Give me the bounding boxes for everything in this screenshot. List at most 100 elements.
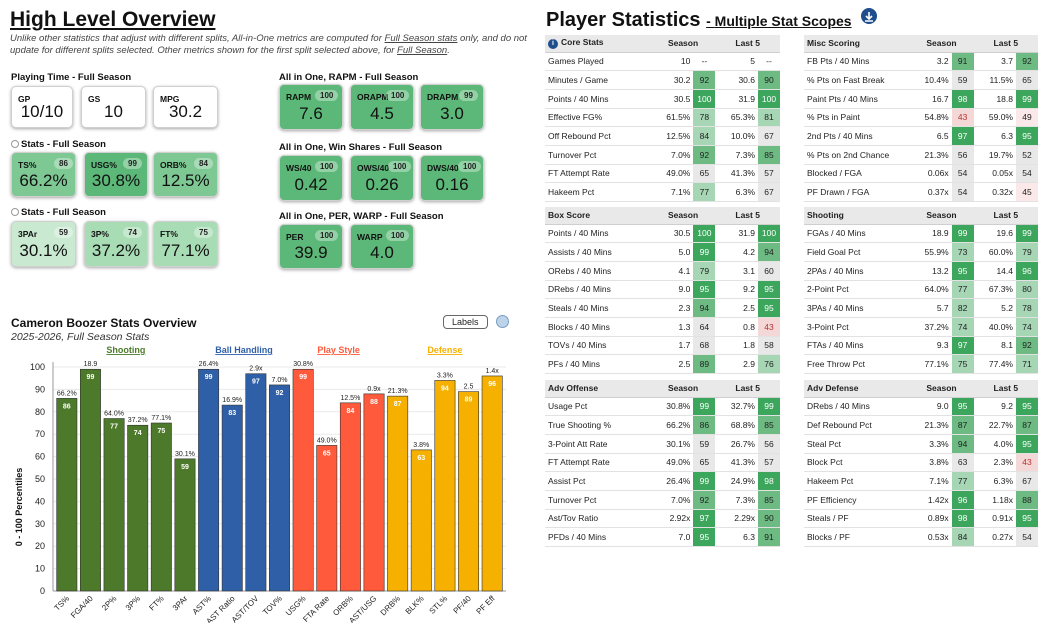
stat-name: Paint Pts / 40 Mins (804, 89, 910, 109)
table-header-label: Adv Defense (807, 383, 859, 394)
last5-value: 31.9 (715, 224, 758, 244)
last5-percentile: -- (758, 52, 780, 72)
stats-table-adv-defense: Adv Defense Season Last 5 DRebs / 40 Mins 9.… (804, 380, 1038, 547)
table-header: Adv Defense (804, 380, 910, 398)
stat-name: Points / 40 Mins (545, 89, 651, 109)
note-link-full-season[interactable]: Full Season (397, 45, 448, 56)
season-percentile: 95 (951, 397, 974, 417)
card-value: 7.6 (299, 104, 323, 123)
stat-name: PFDs / 40 Mins (545, 527, 651, 547)
y-tick-label: 40 (35, 496, 45, 506)
bar-value-label: 86 (63, 403, 71, 410)
last5-percentile: 79 (1016, 242, 1038, 262)
per-card: PER 100 39.9 (279, 224, 343, 269)
bar-raw-label: 3.3% (437, 372, 453, 379)
stat-name: DRebs / 40 Mins (804, 397, 910, 417)
season-value: 9.0 (909, 397, 952, 417)
card-value: 0.16 (435, 175, 469, 194)
last5-value: 6.3% (973, 471, 1016, 491)
last5-col-header: Last 5 (715, 35, 780, 53)
toggle-radio-icon[interactable] (11, 140, 19, 148)
stat-name: % Pts on Fast Break (804, 70, 910, 90)
card-value: 4.0 (370, 243, 394, 262)
last5-value: 31.9 (715, 89, 758, 109)
last5-percentile: 81 (758, 108, 780, 128)
season-col-header: Season (650, 35, 716, 53)
table-row: Effective FG% 61.5% 78 65.3% 81 (545, 108, 780, 128)
download-icon[interactable] (861, 8, 878, 24)
last5-percentile: 78 (1016, 298, 1038, 318)
note-link-full-season-stats[interactable]: Full Season stats (384, 33, 458, 44)
group-label: Play Style (317, 345, 360, 355)
labels-toggle[interactable] (496, 315, 509, 328)
season-value: 7.0% (650, 145, 694, 165)
season-percentile: 64 (693, 317, 716, 337)
card-value: 10/10 (20, 102, 64, 121)
bar-raw-label: 30.1% (175, 451, 195, 458)
last5-percentile: 52 (1016, 145, 1038, 165)
playing-time-heading: Playing Time - Full Season (11, 72, 132, 83)
season-value: 49.0% (650, 164, 694, 184)
card-label: MPG (160, 94, 180, 104)
season-percentile: 43 (951, 108, 974, 128)
last5-percentile: 87 (1016, 415, 1038, 435)
last5-value: 5 (715, 52, 758, 72)
season-percentile: 59 (951, 70, 974, 90)
table-header-label: Core Stats (561, 37, 604, 48)
season-value: 61.5% (650, 108, 694, 128)
info-icon[interactable]: i (548, 39, 558, 50)
stat-name: FGAs / 40 Mins (804, 224, 910, 244)
last5-col-header: Last 5 (715, 207, 780, 225)
last5-percentile: 54 (1016, 164, 1038, 184)
table-row: FGAs / 40 Mins 18.9 99 19.6 99 (804, 224, 1038, 244)
toggle-radio-icon[interactable] (11, 208, 19, 216)
season-col-header: Season (909, 35, 974, 53)
season-percentile: 82 (951, 298, 974, 318)
season-percentile: 92 (693, 490, 716, 510)
table-header-label: Shooting (807, 210, 844, 221)
group-label: Shooting (106, 345, 145, 355)
card-label: OWS/40 (357, 163, 390, 173)
stat-name: Minutes / Game (545, 70, 651, 90)
season-percentile: 75 (951, 354, 974, 374)
table-row: PFDs / 40 Mins 7.0 95 6.3 91 (545, 527, 780, 547)
stats2-heading-text: Stats - Full Season (21, 207, 106, 218)
table-row: TOVs / 40 Mins 1.7 68 1.8 58 (545, 336, 780, 356)
stat-name: Effective FG% (545, 108, 651, 128)
card-label: WARP (357, 232, 383, 242)
table-row: % Pts on Fast Break 10.4% 59 11.5% 65 (804, 70, 1038, 90)
last5-percentile: 54 (1016, 527, 1038, 547)
season-col-header: Season (650, 207, 716, 225)
bar-value-label: 83 (228, 410, 236, 417)
bar (221, 404, 243, 592)
bar (198, 368, 220, 592)
season-percentile: 77 (951, 471, 974, 491)
last5-percentile: 85 (758, 490, 780, 510)
stat-name: FB Pts / 40 Mins (804, 52, 910, 72)
card-label: ORAPM (357, 92, 389, 102)
winshares-heading: All in One, Win Shares - Full Season (279, 142, 443, 153)
last5-percentile: 91 (758, 527, 780, 547)
bar-value-label: 63 (417, 455, 425, 462)
percentile-badge: 86 (54, 158, 73, 169)
last5-col-header: Last 5 (973, 35, 1038, 53)
season-percentile: 65 (693, 453, 716, 473)
last5-percentile: 85 (758, 415, 780, 435)
table-header-row: Shooting Season Last 5 (804, 207, 1038, 225)
season-percentile: 86 (693, 415, 716, 435)
last5-percentile: 56 (758, 434, 780, 454)
x-tick-label: 3PAr (171, 594, 190, 613)
table-row: PFs / 40 Mins 2.5 89 2.9 76 (545, 354, 780, 374)
last5-value: 8.1 (973, 336, 1016, 356)
last5-value: 0.05x (973, 164, 1016, 184)
season-percentile: 97 (693, 509, 716, 529)
table-row: Paint Pts / 40 Mins 16.7 98 18.8 99 (804, 89, 1038, 109)
last5-value: 59.0% (973, 108, 1016, 128)
percentile-badge: 100 (458, 161, 482, 172)
bar-raw-label: 66.2% (57, 390, 77, 397)
bar-raw-label: 2.9x (249, 366, 263, 373)
season-percentile: 84 (951, 527, 974, 547)
x-tick-label: FTA Rate (301, 594, 331, 623)
labels-button[interactable]: Labels (443, 315, 488, 329)
card-value: 4.5 (370, 104, 394, 123)
